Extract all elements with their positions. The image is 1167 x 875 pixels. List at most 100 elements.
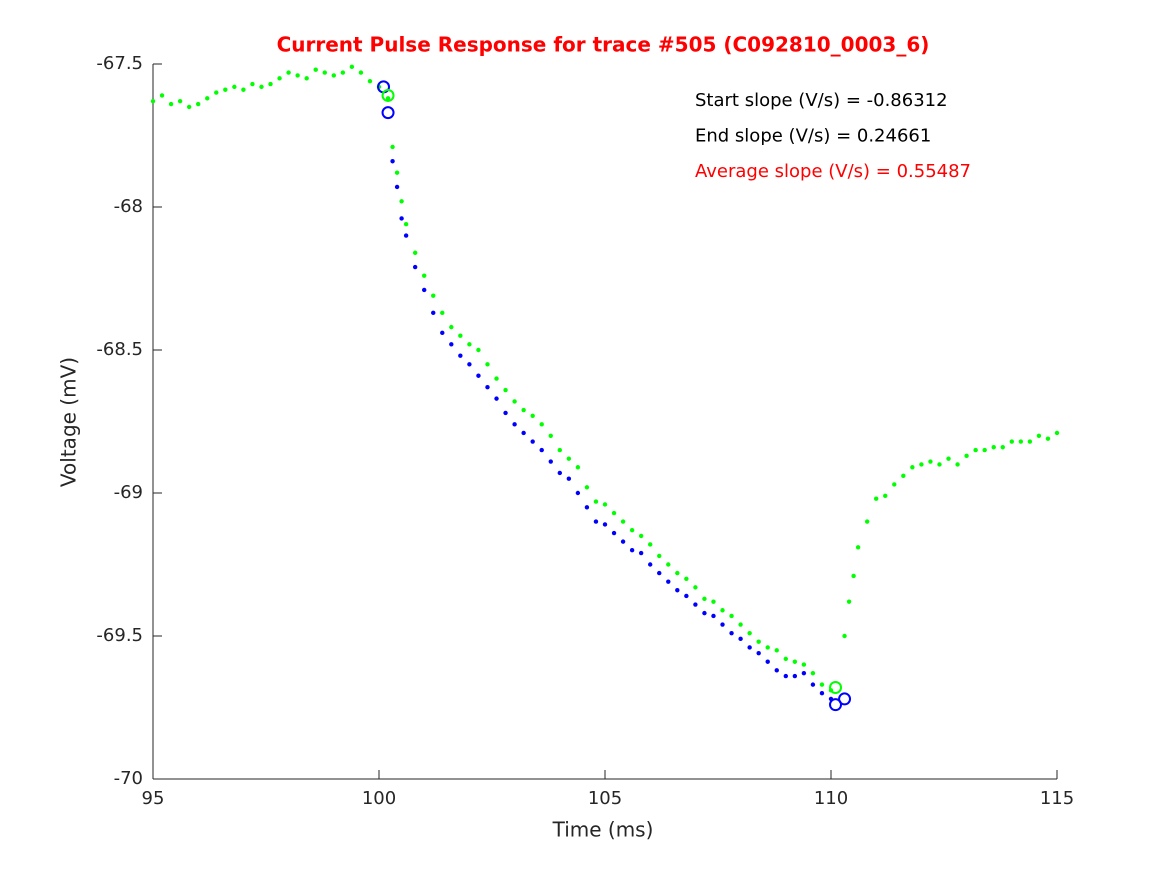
point — [765, 659, 770, 664]
y-tick-label: -69.5 — [96, 625, 143, 646]
point — [530, 413, 535, 418]
point — [349, 64, 355, 70]
point — [602, 522, 608, 527]
point — [277, 76, 282, 81]
point — [693, 585, 698, 590]
point — [241, 87, 246, 92]
point — [937, 462, 942, 467]
point — [367, 78, 373, 84]
point — [1018, 439, 1024, 444]
marker-circle — [838, 692, 852, 706]
point — [394, 184, 400, 190]
point — [919, 462, 924, 467]
point — [431, 310, 436, 316]
point — [250, 81, 255, 87]
point — [910, 465, 915, 470]
point — [521, 430, 526, 436]
point — [648, 562, 653, 567]
point — [205, 96, 210, 101]
point — [684, 576, 689, 581]
point — [485, 362, 490, 367]
point — [602, 502, 608, 507]
point — [756, 639, 761, 644]
point — [575, 490, 581, 496]
point — [503, 387, 508, 393]
point — [792, 659, 798, 664]
point — [638, 550, 644, 556]
point — [810, 682, 816, 687]
point — [512, 422, 517, 427]
point — [593, 519, 599, 524]
point — [521, 407, 526, 413]
point — [399, 216, 404, 221]
point — [774, 648, 779, 653]
point — [774, 668, 779, 673]
point — [539, 422, 544, 427]
point — [196, 101, 201, 107]
point — [331, 73, 336, 78]
point — [394, 170, 400, 175]
point — [566, 456, 572, 461]
point — [440, 330, 445, 336]
point — [982, 447, 987, 453]
point — [390, 144, 395, 150]
point — [729, 613, 734, 619]
point — [476, 373, 481, 378]
point — [575, 465, 581, 470]
y-axis-label: Voltage (mV) — [57, 357, 81, 487]
point — [702, 610, 707, 616]
point — [512, 399, 517, 404]
point — [1045, 436, 1051, 441]
point — [729, 630, 734, 636]
point — [711, 613, 716, 619]
point — [268, 81, 273, 87]
point — [684, 593, 689, 599]
x-tick-label: 100 — [362, 788, 396, 809]
point — [159, 93, 165, 98]
marker-circle — [829, 680, 843, 694]
point — [150, 98, 156, 104]
point — [313, 67, 318, 72]
point — [503, 410, 508, 416]
point — [223, 87, 228, 92]
point — [403, 221, 409, 227]
point — [819, 691, 825, 696]
point — [756, 650, 761, 656]
annotation: Average slope (V/s) = 0.55487 — [695, 161, 971, 182]
point — [846, 599, 852, 604]
annotation: End slope (V/s) = 0.24661 — [695, 126, 931, 147]
point — [955, 462, 960, 467]
point — [1000, 445, 1005, 450]
point — [304, 76, 309, 81]
point — [412, 264, 418, 270]
y-tick-label: -69 — [114, 482, 143, 503]
point — [801, 662, 807, 667]
point — [458, 353, 463, 358]
chart-title: Current Pulse Response for trace #505 (C… — [277, 33, 930, 57]
point — [431, 293, 436, 298]
y-tick-label: -70 — [114, 768, 143, 789]
point — [557, 470, 562, 476]
point — [232, 84, 237, 90]
point — [440, 310, 445, 316]
point — [548, 433, 553, 438]
point — [177, 98, 183, 104]
point — [1036, 433, 1042, 438]
point — [340, 70, 346, 75]
point — [399, 199, 404, 204]
point — [874, 496, 879, 501]
x-axis-label: Time (ms) — [552, 818, 654, 842]
point — [485, 384, 490, 390]
point — [638, 533, 644, 539]
point — [584, 485, 590, 490]
point — [892, 482, 897, 487]
point — [792, 673, 798, 679]
point — [738, 622, 743, 627]
point — [322, 70, 327, 75]
point — [390, 159, 395, 164]
point — [747, 645, 752, 650]
point — [449, 324, 454, 330]
point — [765, 645, 770, 650]
point — [666, 579, 671, 584]
point — [168, 101, 174, 107]
